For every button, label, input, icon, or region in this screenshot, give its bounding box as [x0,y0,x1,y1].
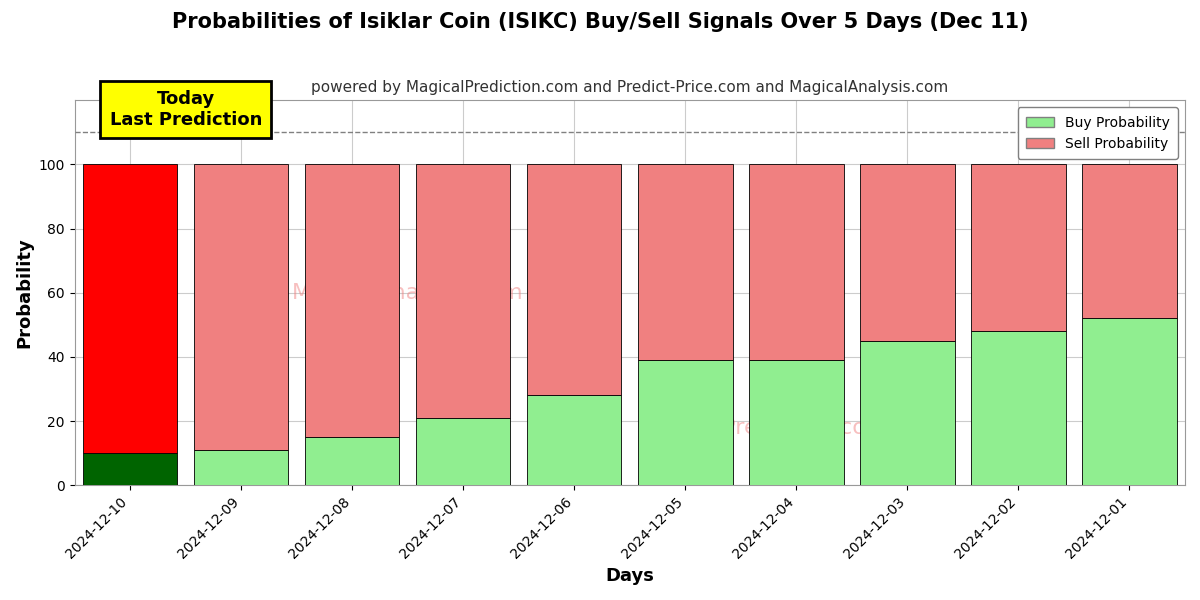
Bar [971,164,1066,331]
Bar [638,360,732,485]
Bar [971,331,1066,485]
Bar [194,164,288,450]
Bar [1082,164,1177,319]
Bar [638,164,732,360]
Text: MagicalPrediction.com: MagicalPrediction.com [638,418,888,437]
Bar [416,164,510,418]
Y-axis label: Probability: Probability [16,238,34,348]
Title: powered by MagicalPrediction.com and Predict-Price.com and MagicalAnalysis.com: powered by MagicalPrediction.com and Pre… [311,80,948,95]
X-axis label: Days: Days [605,567,654,585]
Bar [194,450,288,485]
Legend: Buy Probability, Sell Probability: Buy Probability, Sell Probability [1018,107,1178,159]
Bar [527,395,622,485]
Bar [305,437,400,485]
Text: Probabilities of Isiklar Coin (ISIKC) Buy/Sell Signals Over 5 Days (Dec 11): Probabilities of Isiklar Coin (ISIKC) Bu… [172,12,1028,32]
Bar [1082,319,1177,485]
Bar [305,164,400,437]
Bar [83,453,178,485]
Bar [83,164,178,453]
Bar [749,164,844,360]
Bar [527,164,622,395]
Text: MagicalAnalysis.com: MagicalAnalysis.com [292,283,523,303]
Bar [860,341,955,485]
Bar [416,418,510,485]
Bar [749,360,844,485]
Text: Today
Last Prediction: Today Last Prediction [109,91,262,129]
Bar [860,164,955,341]
